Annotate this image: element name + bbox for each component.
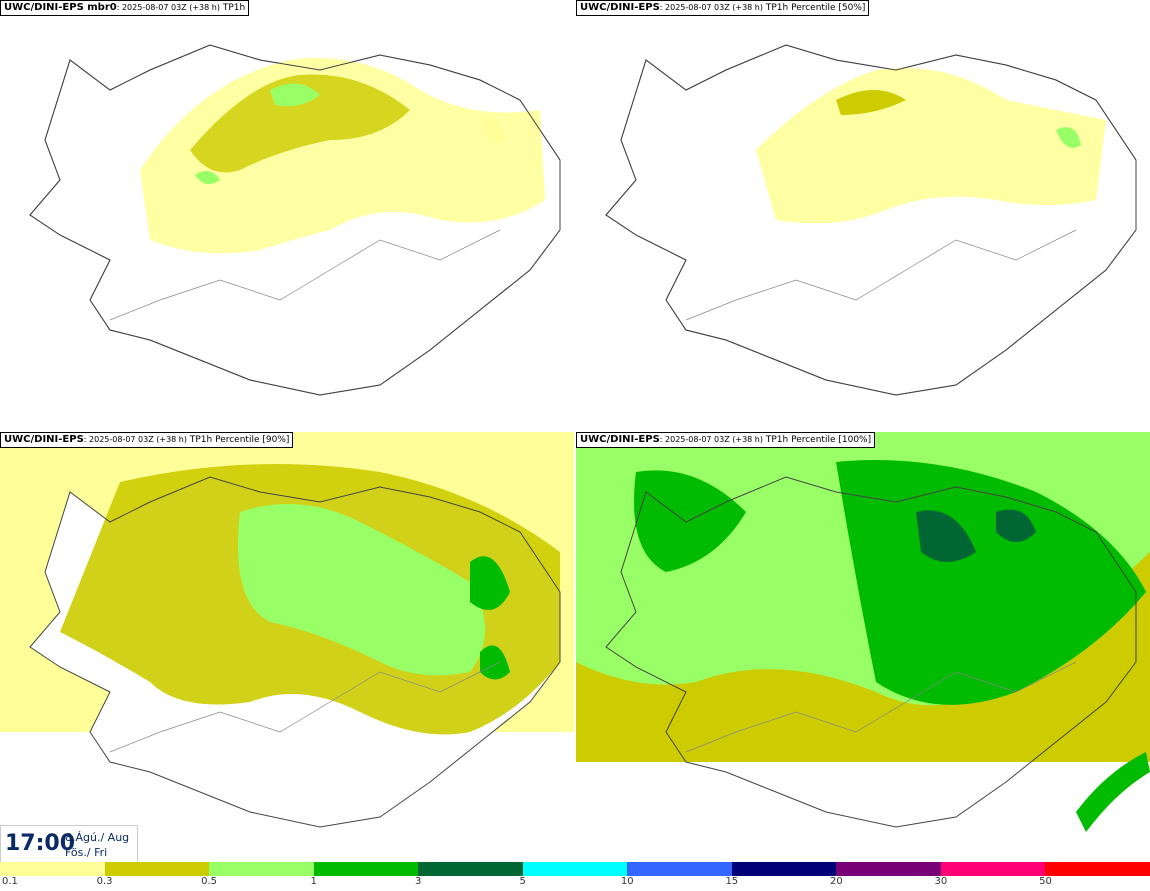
run-label: : [116,3,122,12]
field-label: TP1h Percentile [100%] [765,435,872,445]
panel-title: UWC/DINI-EPS: 2025-08-07 03Z (+38 h) TP1… [576,432,876,448]
legend-tick-label: 5 [519,876,526,887]
valid-date: 8.Ágú./ Aug [65,831,130,844]
precip-map-p50 [605,44,1137,396]
source-label: UWC/DINI-EPS [580,434,660,445]
legend-ticks: 0.1 0.3 0.5 1 3 5 10 15 20 30 50 [0,876,1150,890]
valid-time: 17:00 [5,831,76,856]
legend-swatch [940,862,1046,876]
panel-title: UWC/DINI-EPS: 2025-08-07 03Z (+38 h) TP1… [576,0,870,16]
legend-tick-label: 3 [414,876,422,887]
valid-weekday: Fös./ Fri [65,846,108,859]
run-value: 2025-08-07 03Z (+38 h) [89,435,187,444]
source-label: UWC/DINI-EPS [4,434,84,445]
legend-tick-label: 10 [620,876,634,887]
legend-swatch [0,862,105,876]
legend-tick-label: 1 [310,876,317,887]
map-panel-p50: UWC/DINI-EPS: 2025-08-07 03Z (+38 h) TP1… [576,0,1150,430]
panel-title: UWC/DINI-EPS: 2025-08-07 03Z (+38 h) TP1… [0,432,294,448]
legend-swatch [836,862,941,876]
run-label: : [659,435,666,444]
field-label: TP1h [222,3,246,13]
valid-time-box: 17:00 8.Ágú./ Aug Fös./ Fri [0,825,138,865]
legend-tick-label: 0.3 [96,876,113,887]
run-value: 2025-08-07 03Z (+38 h) [121,3,220,12]
precip-map-mbr0 [29,44,561,396]
member-value: mbr0 [87,2,117,13]
field-label: TP1h Percentile [90%] [189,435,290,445]
legend-tick-label: 20 [829,876,843,887]
legend-swatch [313,862,419,876]
map-panel-p100: UWC/DINI-EPS: 2025-08-07 03Z (+38 h) TP1… [576,432,1150,862]
legend-swatch [627,862,732,876]
legend-swatch [209,862,314,876]
precip-map-p90 [0,432,574,828]
legend-swatch [104,862,210,876]
run-value: 2025-08-07 03Z (+38 h) [665,3,763,12]
precip-map-p100 [576,432,1150,832]
legend-swatch [522,862,628,876]
run-label: : [83,435,90,444]
panel-title: UWC/DINI-EPS mbr0: 2025-08-07 03Z (+38 h… [0,0,250,16]
legend-tick-label: 15 [725,876,739,887]
legend-tick-label: 50 [1039,876,1052,887]
legend-swatch [418,862,523,876]
legend-tick-label: 0.5 [201,876,218,887]
legend-tick-label: 30 [934,876,948,887]
map-panel-mbr0: UWC/DINI-EPS mbr0: 2025-08-07 03Z (+38 h… [0,0,574,430]
legend-swatch [1045,862,1150,876]
source-label: UWC/DINI-EPS [4,2,84,13]
field-label: TP1h Percentile [50%] [765,3,866,13]
run-value: 2025-08-07 03Z (+38 h) [665,435,763,444]
map-panel-p90: UWC/DINI-EPS: 2025-08-07 03Z (+38 h) TP1… [0,432,574,862]
legend-swatch [731,862,837,876]
run-label: : [659,3,666,12]
source-label: UWC/DINI-EPS [580,2,660,13]
precip-legend [0,862,1150,876]
legend-tick-label: 0.1 [2,876,18,887]
